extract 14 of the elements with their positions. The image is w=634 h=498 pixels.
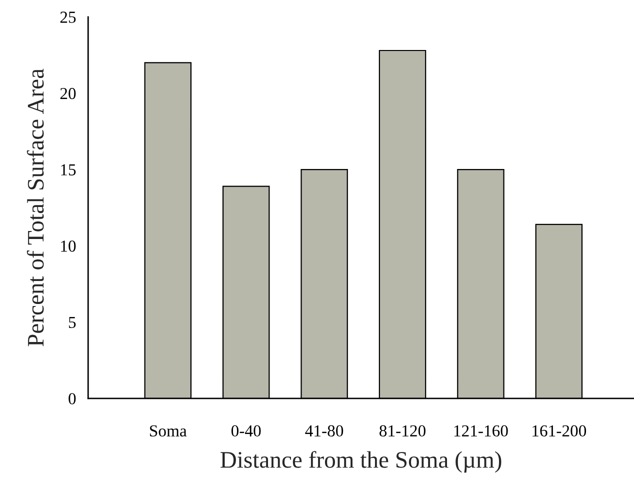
y-tick-label: 25 <box>60 12 76 23</box>
y-tick-label: 10 <box>61 240 76 252</box>
x-tick-label: 0-40 <box>231 425 261 437</box>
y-tick-label: 0 <box>68 393 76 404</box>
x-tick-label: 121-160 <box>454 425 508 437</box>
x-axis-title: Distance from the Soma (µm) <box>220 451 502 473</box>
y-tick-label: 15 <box>61 164 76 176</box>
y-axis-title: Percent of Total Surface Area <box>26 68 44 346</box>
y-tick-label: 20 <box>60 88 76 100</box>
y-tick-label: 5 <box>68 316 76 328</box>
x-tick-label: 161-200 <box>532 425 586 437</box>
x-tick-label: 41-80 <box>305 425 344 437</box>
x-tick-label: Soma <box>150 425 187 437</box>
x-tick-label: 81-120 <box>380 425 426 437</box>
